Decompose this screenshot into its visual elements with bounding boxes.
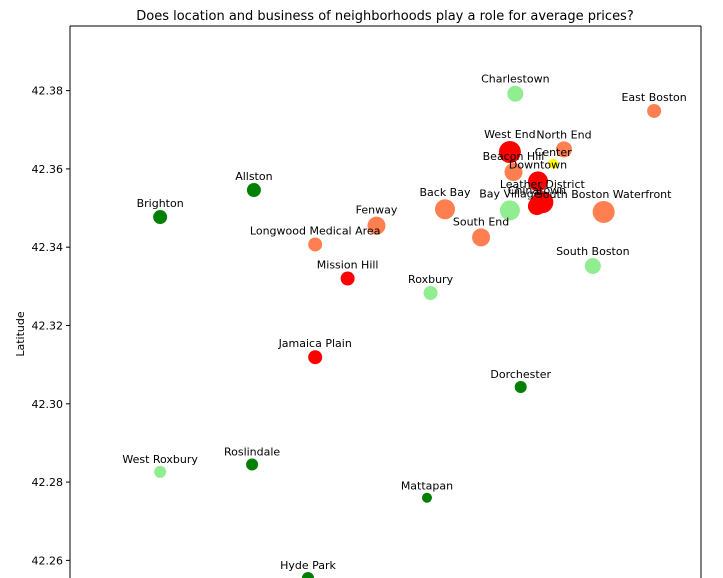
point-label: Chinatown — [508, 184, 566, 197]
scatter-point — [548, 158, 559, 169]
y-tick-label: 42.34 — [32, 241, 64, 254]
point-label: Leather District — [500, 178, 586, 191]
scatter-point — [153, 210, 168, 225]
scatter-point — [367, 216, 386, 235]
point-label: Beacon Hill — [483, 150, 545, 163]
scatter-point — [499, 200, 520, 221]
scatter-point — [434, 199, 455, 220]
scatter-point — [647, 103, 662, 118]
scatter-point — [498, 141, 521, 164]
point-label: Longwood Medical Area — [250, 224, 381, 237]
point-label: South Boston — [556, 245, 630, 258]
scatter-point — [527, 197, 546, 216]
scatter-point — [246, 183, 261, 198]
scatter-point — [504, 163, 523, 182]
scatter-point — [555, 141, 572, 158]
point-label: Jamaica Plain — [278, 337, 352, 350]
axes: 42.26 42.28 42.30 42.32 42.34 42.36 42.38 — [32, 25, 702, 578]
point-label: Mission Hill — [317, 259, 379, 272]
point-label: Roslindale — [224, 445, 280, 458]
point-label: Allston — [235, 170, 272, 183]
scatter-point — [154, 465, 167, 478]
point-label: South Boston Waterfront — [536, 188, 672, 201]
scatter-point — [308, 237, 323, 252]
point-label: East Boston — [621, 91, 686, 104]
y-tick-label: 42.36 — [32, 163, 64, 176]
data-points — [153, 85, 662, 578]
y-tick-label: 42.38 — [32, 85, 64, 98]
y-axis-label: Latitude — [14, 311, 27, 357]
point-label: West Roxbury — [122, 453, 198, 466]
point-label: North End — [536, 128, 591, 141]
scatter-point — [301, 572, 314, 578]
point-label: Hyde Park — [280, 559, 336, 572]
scatter-point — [514, 380, 527, 393]
y-tick-label: 42.32 — [32, 319, 64, 332]
point-label: West End — [484, 128, 535, 141]
point-label: Dorchester — [490, 368, 551, 381]
scatter-point — [584, 257, 601, 274]
y-tick-label: 42.26 — [32, 554, 64, 567]
point-label: Fenway — [356, 204, 398, 217]
chart-title: Does location and business of neighborho… — [136, 9, 634, 24]
point-label: Bay Village — [479, 187, 540, 200]
y-tick-label: 42.30 — [32, 398, 64, 411]
point-label: Back Bay — [419, 186, 470, 199]
scatter-point — [246, 458, 259, 471]
scatter-point — [592, 200, 615, 223]
point-label: Downtown — [509, 158, 567, 171]
scatter-point — [507, 85, 524, 102]
scatter-point — [340, 271, 355, 286]
scatter-point — [528, 171, 549, 192]
point-label: Brighton — [137, 197, 184, 210]
y-tick-label: 42.28 — [32, 476, 64, 489]
point-label: Charlestown — [481, 73, 550, 86]
scatter-point — [472, 228, 491, 247]
point-label: Center — [535, 146, 573, 159]
scatter-point — [421, 492, 432, 503]
point-label: South End — [453, 215, 509, 228]
scatter-point — [308, 350, 323, 365]
scatter-point — [423, 285, 438, 300]
point-label: Roxbury — [408, 273, 454, 286]
point-label: Mattapan — [401, 480, 453, 493]
